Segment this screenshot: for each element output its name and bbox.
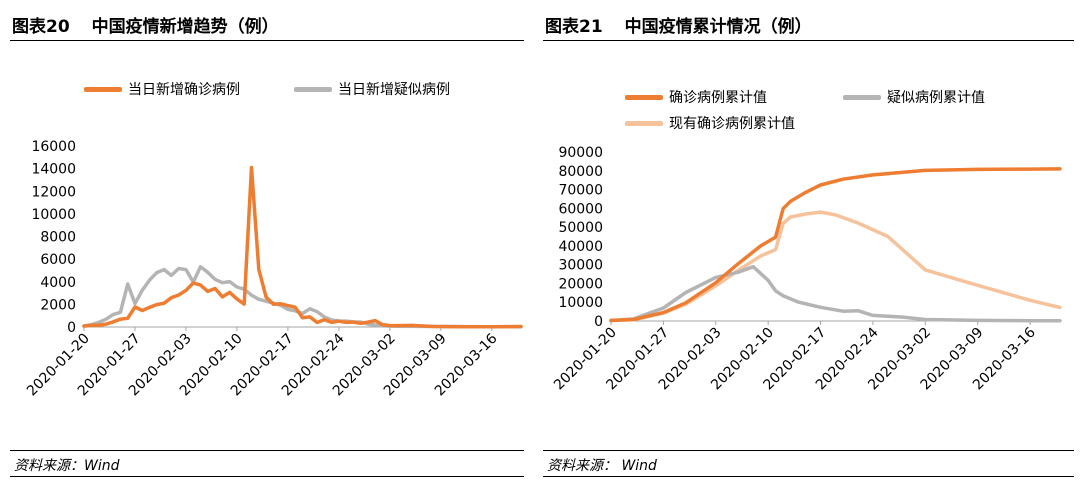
y-tick-label: 4000 bbox=[40, 275, 76, 291]
figure-caption: 中国疫情累计情况（例） bbox=[624, 17, 812, 37]
y-tick-label: 10000 bbox=[558, 295, 603, 311]
legend-item-0: 确诊病例累计值 bbox=[625, 87, 767, 107]
y-tick-label: 14000 bbox=[31, 162, 76, 178]
series-line-1 bbox=[609, 264, 1062, 323]
legend-swatch-suspected bbox=[843, 94, 881, 100]
source-rule bbox=[543, 450, 1074, 451]
y-tick-label: 40000 bbox=[558, 239, 603, 255]
source-rule bbox=[10, 450, 524, 451]
figure-new-cases: 图表20 中国疫情新增趋势（例） 当日新增确诊病例 当日新增疑似病例 0 2000 4… bbox=[0, 0, 530, 483]
legend-label: 现有确诊病例累计值 bbox=[669, 116, 795, 132]
legend-swatch-confirmed bbox=[84, 86, 122, 92]
y-tick-label: 20000 bbox=[558, 276, 603, 292]
y-tick-label: 10000 bbox=[31, 207, 76, 223]
y-tick-label: 12000 bbox=[31, 184, 76, 200]
legend-label: 确诊病例累计值 bbox=[669, 90, 767, 106]
title-rule bbox=[10, 40, 524, 41]
y-tick-label: 60000 bbox=[558, 201, 603, 217]
legend-item-2: 现有确诊病例累计值 bbox=[625, 113, 795, 133]
legend-item-1: 当日新增疑似病例 bbox=[294, 79, 450, 99]
source-note: 资料来源：Wind bbox=[14, 458, 120, 474]
figure-title: 图表21 中国疫情累计情况（例） bbox=[545, 12, 812, 37]
legend-swatch-confirmed bbox=[625, 94, 663, 100]
y-tick-label: 90000 bbox=[558, 145, 603, 161]
chart-cumulative: 0 10000 20000 30000 40000 50000 60000 70000 8000… bbox=[551, 145, 1062, 393]
legend-swatch-existing bbox=[625, 120, 663, 126]
title-rule bbox=[543, 40, 1074, 41]
bottom-rule bbox=[543, 476, 1074, 477]
y-tick-label: 30000 bbox=[558, 258, 603, 274]
y-tick-label: 50000 bbox=[558, 220, 603, 236]
chart-new-cases: 0200040006000800010000120001400016000202… bbox=[24, 139, 523, 399]
figure-title: 图表20 中国疫情新增趋势（例） bbox=[12, 12, 279, 37]
y-tick-label: 6000 bbox=[40, 252, 76, 268]
bottom-rule bbox=[10, 476, 524, 477]
y-tick-label: 70000 bbox=[558, 183, 603, 199]
y-tick-label: 0 bbox=[67, 320, 76, 336]
legend-label: 疑似病例累计值 bbox=[887, 90, 985, 106]
series-line-1 bbox=[82, 264, 523, 329]
figure-number: 图表20 bbox=[12, 17, 70, 37]
series-line-0 bbox=[609, 167, 1062, 323]
y-tick-label: 2000 bbox=[40, 297, 76, 313]
source-note: 资料来源： Wind bbox=[547, 458, 657, 474]
figure-cumulative-cases: 图表21 中国疫情累计情况（例） 确诊病例累计值 疑似病例累计值 现有确诊病例累计… bbox=[543, 0, 1080, 483]
legend-label: 当日新增确诊病例 bbox=[128, 82, 240, 98]
y-tick-label: 0 bbox=[594, 314, 603, 330]
series-line-0 bbox=[82, 165, 523, 329]
legend-item-1: 疑似病例累计值 bbox=[843, 87, 985, 107]
figure-caption: 中国疫情新增趋势（例） bbox=[91, 17, 279, 37]
legend-swatch-suspected bbox=[294, 86, 332, 92]
legend-label: 当日新增疑似病例 bbox=[338, 82, 450, 98]
figure-number: 图表21 bbox=[545, 17, 603, 37]
y-tick-label: 8000 bbox=[40, 230, 76, 246]
y-tick-label: 16000 bbox=[31, 139, 76, 155]
legend-item-0: 当日新增确诊病例 bbox=[84, 79, 240, 99]
y-tick-label: 80000 bbox=[558, 164, 603, 180]
